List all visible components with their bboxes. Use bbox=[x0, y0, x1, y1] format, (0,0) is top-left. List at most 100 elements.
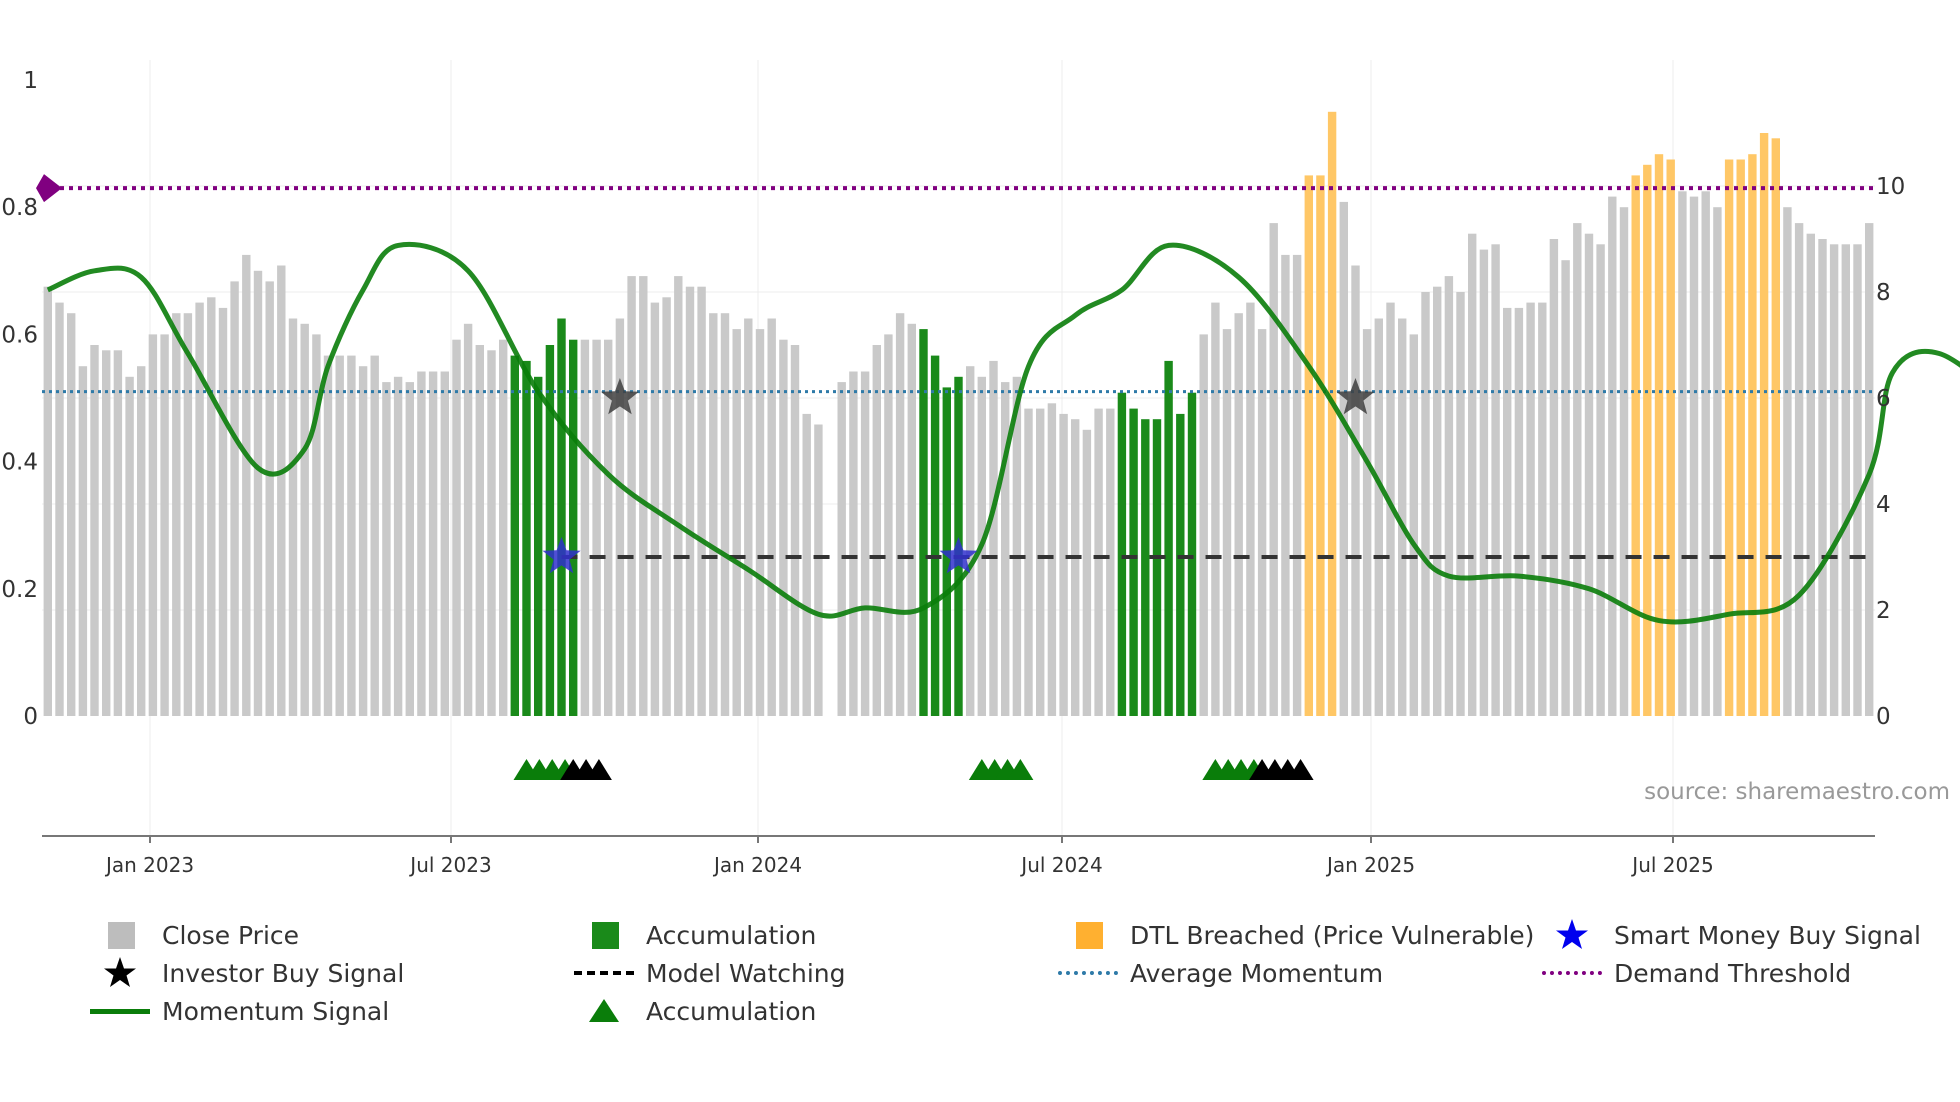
reference-lines bbox=[36, 174, 1875, 559]
close-bar bbox=[230, 281, 239, 716]
close-bar bbox=[1374, 318, 1383, 716]
close-bar bbox=[300, 323, 309, 716]
dotted-line-icon bbox=[1058, 971, 1118, 975]
close-bar bbox=[662, 297, 671, 716]
left-tick-label: 0.8 bbox=[1, 195, 38, 221]
close-bar bbox=[1071, 419, 1080, 716]
accumulation-bar bbox=[522, 360, 531, 716]
legend-item-momentum-signal: Momentum Signal bbox=[90, 994, 389, 1028]
close-bar bbox=[475, 345, 484, 716]
legend-label: Demand Threshold bbox=[1614, 958, 1852, 988]
close-bar bbox=[1491, 244, 1500, 717]
close-bar bbox=[989, 360, 998, 716]
close-bar bbox=[779, 339, 788, 716]
x-tick-label: Jan 2023 bbox=[104, 853, 194, 877]
close-bar bbox=[837, 382, 846, 716]
legend-item-smart-money: Smart Money Buy Signal bbox=[1542, 918, 1921, 952]
dtl-bar bbox=[1771, 138, 1780, 717]
green-square-icon bbox=[592, 922, 619, 949]
close-bar bbox=[1538, 302, 1547, 716]
close-bar bbox=[1806, 233, 1815, 716]
momentum-chart: Jan 2023 Jul 2023 Jan 2024 Jul 2024 Jan 2025… bbox=[1, 60, 1960, 877]
close-bar bbox=[907, 323, 916, 716]
right-tick-label: 6 bbox=[1876, 386, 1891, 412]
close-bar bbox=[1012, 376, 1022, 716]
close-bar bbox=[137, 366, 146, 716]
close-bar bbox=[1059, 413, 1068, 716]
investor-buy-star bbox=[600, 378, 639, 415]
right-tick-label: 2 bbox=[1876, 598, 1891, 624]
dtl-bar bbox=[1724, 159, 1734, 716]
close-bar bbox=[499, 339, 508, 716]
accumulation-bar bbox=[1129, 408, 1138, 716]
close-bar bbox=[709, 313, 718, 716]
close-bar bbox=[335, 355, 344, 716]
close-bar bbox=[580, 339, 590, 716]
accumulation-bar bbox=[1176, 413, 1185, 716]
close-bar bbox=[172, 313, 181, 716]
close-bar bbox=[312, 334, 321, 716]
close-bar bbox=[1444, 276, 1454, 716]
right-tick-label: 0 bbox=[1876, 704, 1891, 730]
close-bar bbox=[767, 318, 776, 716]
close-bar bbox=[1106, 408, 1115, 716]
close-bar bbox=[1689, 196, 1699, 717]
close-bar bbox=[1549, 239, 1559, 716]
close-bar bbox=[1246, 302, 1255, 716]
close-bar bbox=[872, 345, 881, 716]
accumulation-triangle bbox=[585, 759, 612, 780]
close-bar bbox=[1199, 334, 1208, 716]
close-bar bbox=[966, 366, 975, 716]
close-bar bbox=[183, 313, 193, 716]
momentum-layer bbox=[46, 241, 1960, 625]
legend-item-accumulation-marker: Accumulation bbox=[574, 994, 816, 1028]
close-bar bbox=[1362, 329, 1372, 716]
close-bar bbox=[452, 339, 461, 716]
close-bar bbox=[393, 376, 403, 716]
close-bar bbox=[288, 318, 298, 716]
close-bar bbox=[428, 371, 438, 716]
signal-markers bbox=[513, 378, 1375, 780]
close-bar bbox=[1269, 223, 1278, 716]
close-bar bbox=[358, 366, 368, 716]
close-bar bbox=[242, 254, 251, 716]
close-bar bbox=[1456, 292, 1465, 716]
close-bar bbox=[1829, 244, 1839, 717]
dtl-bar bbox=[1316, 175, 1325, 716]
dtl-bar bbox=[1666, 159, 1675, 716]
legend-label: Model Watching bbox=[646, 958, 846, 988]
close-bar bbox=[55, 302, 64, 716]
right-tick-label: 10 bbox=[1876, 174, 1905, 200]
close-bar bbox=[265, 281, 274, 716]
close-bar bbox=[1479, 249, 1489, 716]
close-bar bbox=[1257, 329, 1267, 716]
close-bar bbox=[884, 334, 893, 716]
close-bar bbox=[1526, 302, 1535, 716]
right-tick-label: 4 bbox=[1876, 492, 1891, 518]
dtl-bar bbox=[1304, 175, 1313, 716]
close-bar bbox=[1351, 265, 1360, 716]
legend-label: Investor Buy Signal bbox=[162, 958, 405, 988]
accumulation-bar bbox=[534, 376, 543, 716]
close-bar bbox=[1468, 233, 1477, 716]
accumulation-bar bbox=[545, 345, 555, 716]
close-bar bbox=[102, 350, 111, 716]
x-tick-label: Jul 2025 bbox=[1630, 853, 1713, 877]
close-bar bbox=[1094, 408, 1103, 716]
close-bar bbox=[1234, 313, 1243, 716]
close-bar bbox=[1678, 191, 1687, 717]
close-bar bbox=[323, 355, 333, 716]
x-tick-label: Jan 2025 bbox=[1325, 853, 1415, 877]
close-bar bbox=[347, 355, 356, 716]
close-bar bbox=[592, 339, 601, 716]
dashed-line-icon bbox=[574, 971, 634, 975]
dtl-bar bbox=[1327, 111, 1337, 717]
close-bar bbox=[195, 302, 204, 716]
close-bar bbox=[207, 297, 216, 716]
close-bar bbox=[417, 371, 426, 716]
close-bar bbox=[1701, 191, 1710, 717]
close-bar bbox=[814, 424, 823, 716]
black-star-icon bbox=[104, 957, 136, 987]
close-bar bbox=[1409, 334, 1418, 716]
momentum-signal-line bbox=[46, 241, 1960, 625]
